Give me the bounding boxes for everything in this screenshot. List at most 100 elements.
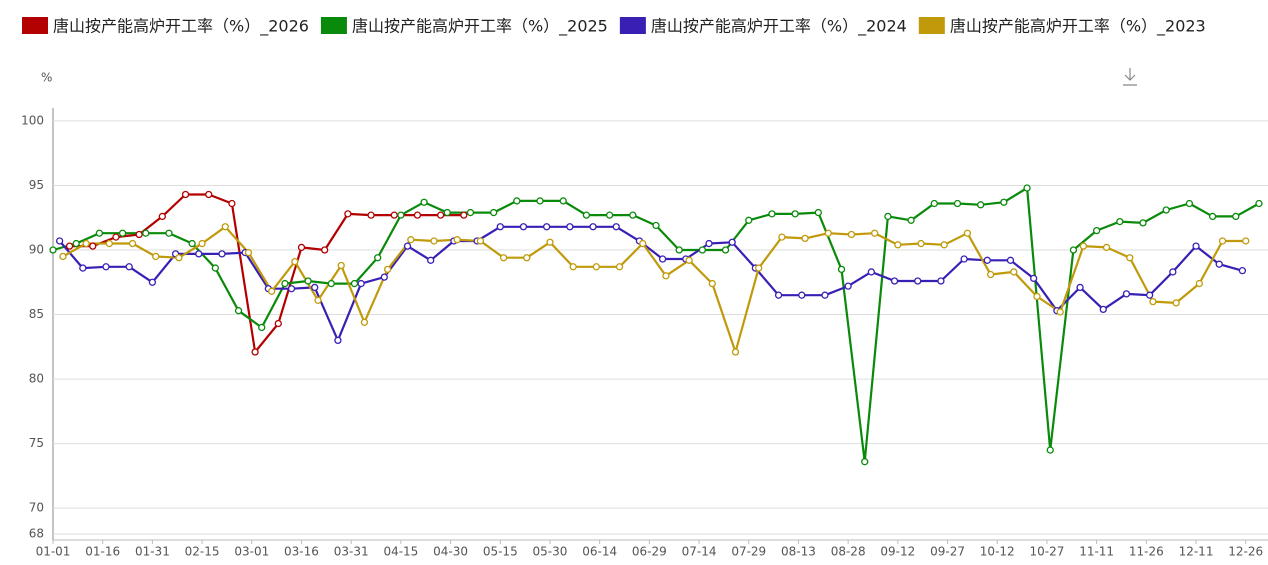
point (95, 229, 104, 237)
point (986, 270, 995, 279)
point (1238, 267, 1247, 275)
series-line (69, 193, 464, 354)
y-tick-label: 75 (29, 436, 44, 450)
point (188, 239, 196, 248)
point (374, 254, 382, 262)
point (1126, 254, 1134, 262)
x-tick-label: 10-12 (980, 545, 1015, 559)
point (582, 211, 591, 219)
point (774, 291, 783, 299)
point (1185, 199, 1194, 208)
point (334, 336, 342, 345)
x-tick-label: 07-14 (682, 545, 717, 559)
point (1046, 446, 1054, 454)
x-tick-label: 03-31 (334, 545, 369, 559)
point (380, 273, 388, 281)
point (287, 285, 296, 293)
point (1218, 237, 1227, 245)
y-unit: % (41, 71, 52, 85)
point (228, 199, 236, 208)
point (390, 211, 398, 219)
point (102, 263, 110, 271)
point (476, 237, 485, 245)
series-line (62, 225, 1246, 354)
point (1169, 268, 1177, 276)
x-tick-label: 12-11 (1179, 545, 1214, 559)
point (443, 208, 451, 217)
point (221, 223, 229, 231)
point (698, 246, 707, 254)
point (824, 229, 832, 237)
point (65, 242, 74, 250)
point (536, 197, 544, 205)
point (1079, 242, 1088, 250)
legend-swatch (619, 17, 646, 34)
point (460, 211, 468, 219)
point (258, 323, 266, 332)
point (629, 211, 637, 219)
point (612, 223, 620, 231)
point (297, 243, 306, 252)
point (234, 307, 243, 315)
point (105, 239, 113, 248)
point (344, 210, 352, 218)
point (592, 263, 601, 271)
point (152, 252, 160, 261)
point (268, 287, 276, 295)
y-tick-label: 95 (29, 178, 44, 192)
point (1122, 290, 1131, 298)
x-tick-label: 02-15 (185, 545, 220, 559)
point (1030, 274, 1038, 283)
point (205, 190, 213, 199)
legend-label: 唐山按产能高炉开工率（%）_2024 (651, 17, 907, 37)
point (218, 250, 226, 258)
x-tick-label: 08-13 (781, 545, 816, 559)
point (658, 255, 667, 263)
point (728, 238, 736, 246)
point (175, 254, 183, 262)
point (847, 230, 856, 239)
point (1139, 219, 1147, 227)
point (543, 223, 551, 231)
series-line (58, 225, 1243, 342)
point (708, 279, 716, 288)
point (367, 211, 375, 219)
point (1208, 212, 1217, 221)
x-tick-label: 08-28 (831, 545, 866, 559)
point (778, 233, 786, 241)
point (821, 291, 829, 299)
point (1010, 268, 1018, 276)
point (615, 263, 624, 271)
point (519, 223, 528, 231)
point (360, 318, 369, 326)
download-icon[interactable] (1123, 68, 1137, 86)
point (496, 223, 504, 231)
point (1069, 246, 1078, 254)
point (559, 197, 567, 205)
legend-swatch (918, 17, 945, 34)
legend-label: 唐山按产能高炉开工率（%）_2023 (950, 17, 1206, 37)
point (291, 257, 299, 266)
x-tick-label: 06-14 (582, 545, 617, 559)
legend-swatch (320, 17, 347, 34)
point (1149, 297, 1157, 306)
point (960, 255, 968, 263)
point (1056, 308, 1064, 316)
download-glyph[interactable] (1123, 68, 1137, 86)
point (304, 277, 312, 285)
point (662, 272, 670, 280)
x-tick-label: 06-29 (632, 545, 667, 559)
point (49, 246, 57, 254)
point (281, 279, 289, 288)
point (1006, 256, 1015, 264)
x-tick-label: 05-15 (483, 545, 518, 559)
point (937, 277, 945, 285)
point (1092, 226, 1101, 235)
point (118, 229, 127, 237)
point (499, 254, 508, 262)
point (837, 265, 846, 274)
point (314, 296, 322, 304)
point (745, 216, 753, 224)
point (466, 208, 475, 217)
